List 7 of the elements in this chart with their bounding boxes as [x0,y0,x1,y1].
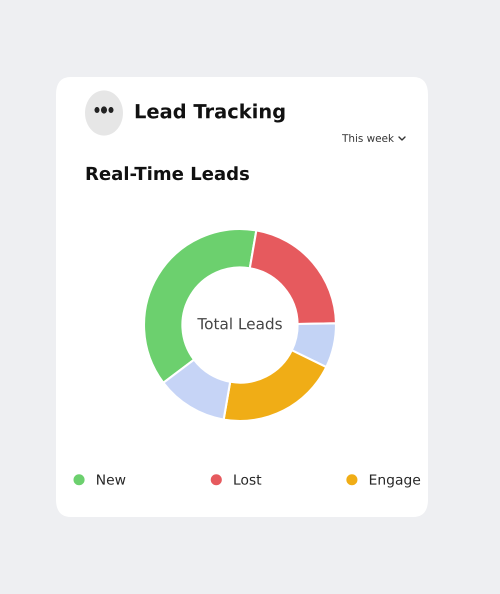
text: Total Leads [197,318,282,330]
legend-label: New [97,474,126,485]
chart-title: Real-Time Leads [86,166,249,180]
text: Lead Tracking [136,104,284,122]
legend-label: Lost [234,474,262,485]
legend-label: Engage [370,474,420,488]
text: This week [342,134,394,142]
